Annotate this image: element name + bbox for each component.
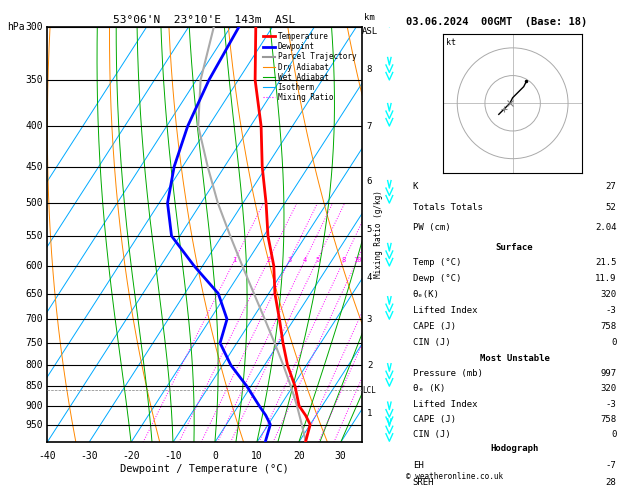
- Text: 21.5: 21.5: [595, 259, 616, 267]
- Text: 350: 350: [26, 75, 43, 85]
- Text: 10: 10: [353, 257, 362, 263]
- Text: -3: -3: [606, 399, 616, 409]
- Text: 320: 320: [600, 384, 616, 394]
- Text: 900: 900: [26, 401, 43, 411]
- Text: 758: 758: [600, 322, 616, 330]
- Text: 3: 3: [287, 257, 292, 263]
- Text: © weatheronline.co.uk: © weatheronline.co.uk: [406, 472, 503, 481]
- Text: Pressure (mb): Pressure (mb): [413, 369, 482, 378]
- Text: 52: 52: [606, 203, 616, 212]
- Text: 27: 27: [606, 182, 616, 191]
- Text: Dewp (°C): Dewp (°C): [413, 274, 461, 283]
- Text: ASL: ASL: [362, 27, 377, 36]
- Text: Lifted Index: Lifted Index: [413, 399, 477, 409]
- Text: 11.9: 11.9: [595, 274, 616, 283]
- Text: 1: 1: [233, 257, 237, 263]
- Text: 1: 1: [367, 409, 372, 418]
- Text: 30: 30: [335, 451, 347, 461]
- Text: 750: 750: [26, 338, 43, 348]
- Text: CIN (J): CIN (J): [413, 430, 450, 439]
- Text: θₑ(K): θₑ(K): [413, 290, 440, 299]
- Text: 28: 28: [606, 478, 616, 486]
- Text: 10: 10: [251, 451, 263, 461]
- Text: 5: 5: [367, 225, 372, 234]
- Text: -40: -40: [38, 451, 56, 461]
- Text: CIN (J): CIN (J): [413, 337, 450, 347]
- Text: 20: 20: [293, 451, 304, 461]
- Text: 758: 758: [600, 415, 616, 424]
- Text: 2: 2: [266, 257, 270, 263]
- Text: kt: kt: [446, 38, 456, 47]
- Text: 0: 0: [611, 337, 616, 347]
- Text: 8: 8: [342, 257, 346, 263]
- Text: 6: 6: [367, 177, 372, 186]
- Text: Lifted Index: Lifted Index: [413, 306, 477, 315]
- Text: SREH: SREH: [413, 478, 434, 486]
- Text: 2.04: 2.04: [595, 224, 616, 232]
- Text: Mixing Ratio (g/kg): Mixing Ratio (g/kg): [374, 191, 384, 278]
- Text: EH: EH: [413, 461, 423, 470]
- Text: 0: 0: [611, 430, 616, 439]
- Text: CAPE (J): CAPE (J): [413, 322, 455, 330]
- Text: 997: 997: [600, 369, 616, 378]
- Text: km: km: [364, 13, 375, 22]
- Text: 500: 500: [26, 198, 43, 208]
- Text: 700: 700: [26, 314, 43, 324]
- Text: 3: 3: [367, 314, 372, 324]
- Text: 5: 5: [315, 257, 320, 263]
- Text: 4: 4: [303, 257, 307, 263]
- Text: 2: 2: [367, 361, 372, 370]
- Text: Dewpoint / Temperature (°C): Dewpoint / Temperature (°C): [120, 464, 289, 474]
- Text: 800: 800: [26, 360, 43, 370]
- Text: K: K: [413, 182, 418, 191]
- Text: 03.06.2024  00GMT  (Base: 18): 03.06.2024 00GMT (Base: 18): [406, 17, 587, 27]
- Text: 320: 320: [600, 290, 616, 299]
- Text: 600: 600: [26, 261, 43, 271]
- Text: Totals Totals: Totals Totals: [413, 203, 482, 212]
- Text: Hodograph: Hodograph: [491, 444, 538, 453]
- Text: LCL: LCL: [362, 386, 377, 395]
- Text: Surface: Surface: [496, 243, 533, 252]
- Text: 550: 550: [26, 231, 43, 241]
- Text: Most Unstable: Most Unstable: [479, 354, 550, 363]
- Text: 950: 950: [26, 419, 43, 430]
- Text: 0: 0: [212, 451, 218, 461]
- Text: 7: 7: [367, 122, 372, 131]
- Title: 53°06'N  23°10'E  143m  ASL: 53°06'N 23°10'E 143m ASL: [113, 15, 296, 25]
- Text: 4: 4: [367, 273, 372, 282]
- Text: CAPE (J): CAPE (J): [413, 415, 455, 424]
- Text: 300: 300: [26, 22, 43, 32]
- Text: 450: 450: [26, 162, 43, 172]
- Text: PW (cm): PW (cm): [413, 224, 450, 232]
- Text: 850: 850: [26, 381, 43, 391]
- Legend: Temperature, Dewpoint, Parcel Trajectory, Dry Adiabat, Wet Adiabat, Isotherm, Mi: Temperature, Dewpoint, Parcel Trajectory…: [262, 31, 358, 104]
- Text: -3: -3: [606, 306, 616, 315]
- Text: 8: 8: [367, 66, 372, 74]
- Text: 400: 400: [26, 121, 43, 131]
- Text: 650: 650: [26, 289, 43, 298]
- Text: hPa: hPa: [8, 22, 25, 32]
- Text: -10: -10: [164, 451, 182, 461]
- Text: -30: -30: [81, 451, 98, 461]
- Text: -7: -7: [606, 461, 616, 470]
- Text: Temp (°C): Temp (°C): [413, 259, 461, 267]
- Text: -20: -20: [122, 451, 140, 461]
- Text: θₑ (K): θₑ (K): [413, 384, 445, 394]
